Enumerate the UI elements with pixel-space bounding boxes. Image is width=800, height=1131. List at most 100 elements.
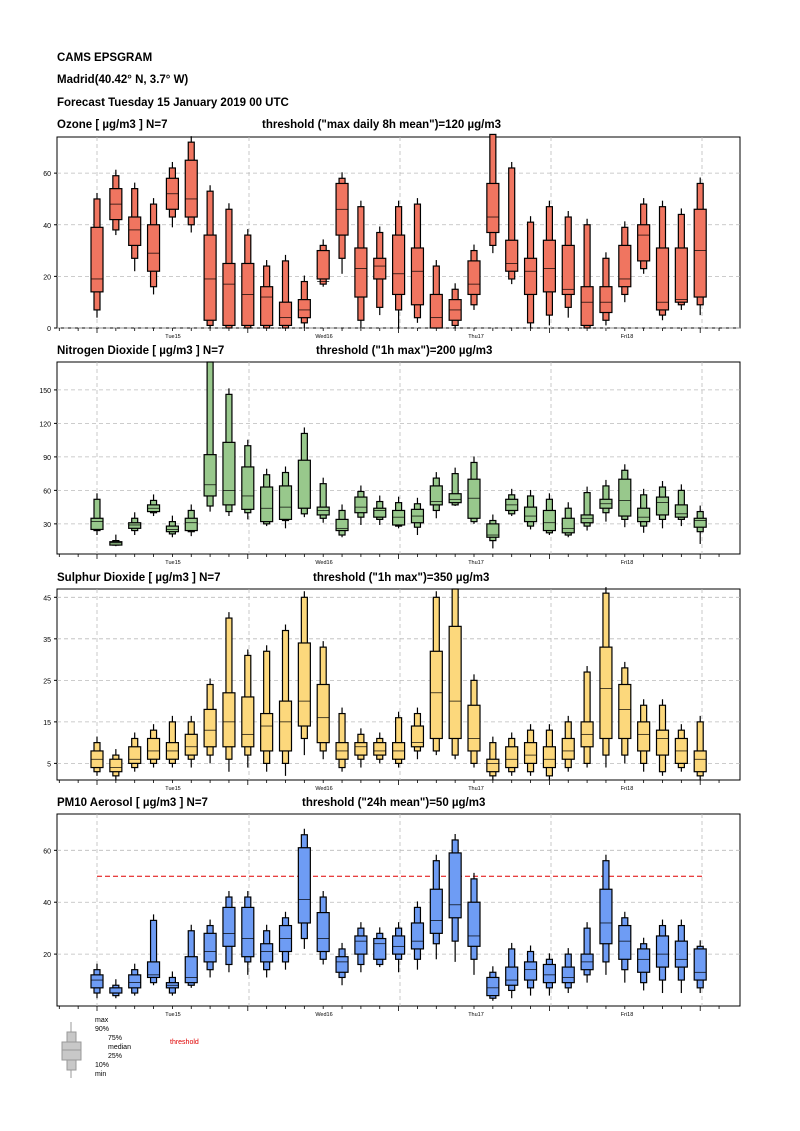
no2-box-inner: [335, 518, 349, 532]
no2-ytick-label: 60: [43, 488, 51, 495]
legend-p90: 90%: [95, 1026, 110, 1033]
pm10-box-inner: [599, 888, 613, 945]
so2-box-inner: [542, 746, 557, 769]
no2-ytick-label: 120: [39, 421, 51, 428]
pm10-box-outer: [583, 927, 591, 976]
ozone-day-label: Fri18: [621, 334, 634, 340]
ozone-box-inner: [467, 260, 481, 296]
pm10-box-inner: [467, 901, 481, 947]
so2-box-inner: [354, 742, 368, 756]
pm10-box-inner: [222, 906, 236, 947]
pm10-box-inner: [316, 911, 330, 953]
so2-box-inner: [260, 712, 274, 752]
pm10-box-inner: [297, 847, 311, 924]
ozone-box-inner: [316, 249, 330, 280]
pm10-ytick-label: 40: [43, 900, 51, 907]
ozone-box-inner: [203, 234, 217, 321]
so2-day-label: Wed16: [315, 786, 332, 792]
so2-box-inner: [599, 646, 613, 740]
no2-box-inner: [203, 454, 217, 497]
no2-box-inner: [693, 517, 707, 528]
pm10-box-inner: [523, 961, 538, 981]
pm10-panel-title: PM10 Aerosol [ µg/m3 ] N=7: [57, 797, 208, 809]
so2-box-inner: [203, 708, 217, 748]
no2-box-inner: [373, 507, 387, 518]
no2-box-inner: [486, 523, 500, 538]
pm10-box-inner: [90, 974, 104, 989]
no2-box-outer: [583, 492, 591, 527]
location-label: Madrid(40.42° N, 3.7° W): [57, 74, 189, 86]
ozone-box-inner: [655, 247, 670, 311]
no2-box-inner: [241, 466, 255, 510]
ozone-day-label: Thu17: [468, 334, 484, 340]
pm10-box-inner: [561, 966, 575, 984]
pm10-day-label: Fri18: [621, 1012, 634, 1018]
no2-box-inner: [467, 478, 481, 519]
no2-box-inner: [523, 506, 538, 523]
ozone-box-inner: [542, 239, 557, 293]
so2-box-inner: [128, 746, 142, 764]
so2-box-inner: [448, 625, 462, 740]
so2-box-inner: [655, 729, 670, 756]
no2-box-inner: [542, 509, 557, 532]
ozone-box-inner: [618, 244, 632, 288]
no2-threshold-label: threshold ("1h max")=200 µg/m3: [316, 345, 493, 357]
ozone-box-inner: [222, 262, 236, 327]
pm10-ytick-label: 60: [43, 848, 51, 855]
so2-box-inner: [297, 642, 311, 727]
pm10-box-inner: [184, 956, 198, 984]
no2-day-label: Wed16: [315, 560, 332, 566]
so2-box-outer: [263, 650, 271, 764]
pm10-box-inner: [674, 940, 688, 968]
ozone-ytick-label: 20: [43, 274, 51, 281]
legend-max: max: [95, 1017, 109, 1024]
ozone-box-inner: [429, 293, 443, 329]
ozone-box-inner: [260, 286, 274, 327]
pm10-box-inner: [109, 987, 123, 994]
ozone-day-label: Wed16: [315, 334, 332, 340]
pm10-ytick-label: 20: [43, 952, 51, 959]
ozone-box-inner: [505, 239, 519, 272]
so2-box-inner: [316, 683, 330, 744]
so2-box-inner: [222, 692, 236, 748]
ozone-box-outer: [583, 224, 591, 329]
so2-box-inner: [109, 758, 123, 773]
no2-box-outer: [319, 483, 327, 519]
so2-box-inner: [184, 733, 198, 756]
so2-box-inner: [410, 725, 425, 748]
ozone-ytick-label: 40: [43, 223, 51, 230]
pm10-box-inner: [203, 932, 217, 963]
so2-box-inner: [637, 721, 651, 752]
no2-box-inner: [392, 509, 406, 526]
no2-box-inner: [278, 485, 293, 520]
so2-ytick-label: 45: [43, 595, 51, 602]
ozone-box-inner: [637, 224, 651, 262]
so2-box-inner: [467, 704, 481, 752]
no2-box-inner: [429, 485, 443, 506]
no2-day-label: Tue15: [165, 560, 180, 566]
pm10-box-outer: [149, 919, 158, 984]
no2-box-inner: [222, 441, 236, 506]
ozone-box-inner: [486, 182, 500, 234]
so2-ytick-label: 15: [43, 720, 51, 727]
so2-ytick-label: 5: [47, 761, 51, 768]
ozone-box-inner: [561, 244, 575, 296]
ozone-box-inner: [674, 247, 688, 303]
ozone-ytick-label: 60: [43, 171, 51, 178]
ozone-box-inner: [184, 159, 198, 218]
legend-min: min: [95, 1071, 107, 1078]
pm10-box-inner: [410, 922, 425, 950]
so2-day-label: Thu17: [468, 786, 484, 792]
ozone-box-inner: [693, 208, 707, 298]
so2-box-outer: [583, 671, 591, 764]
so2-box-inner: [146, 737, 161, 760]
pm10-box-inner: [505, 966, 519, 986]
no2-box-inner: [90, 517, 104, 531]
no2-ytick-label: 150: [39, 388, 51, 395]
pm10-box-inner: [354, 935, 368, 955]
ozone-threshold-label: threshold ("max daily 8h mean")=120 µg/m…: [262, 119, 501, 131]
so2-threshold-label: threshold ("1h max")=350 µg/m3: [313, 572, 490, 584]
pm10-box-inner: [618, 924, 632, 960]
legend-threshold: threshold: [170, 1039, 199, 1046]
